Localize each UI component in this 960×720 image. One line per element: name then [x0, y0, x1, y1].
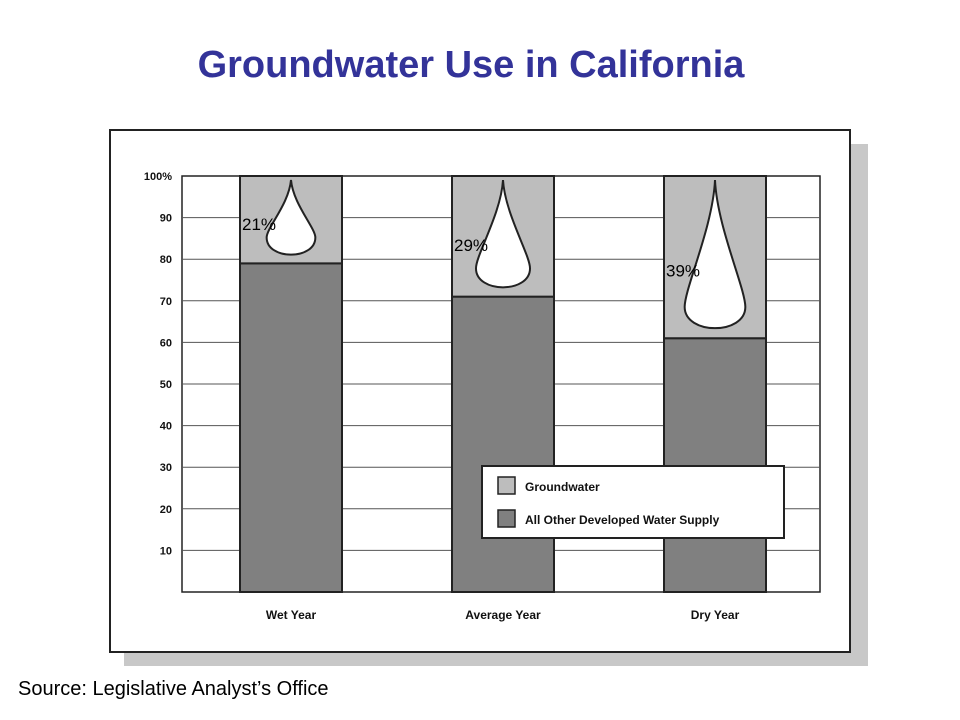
- y-tick-label: 100%: [144, 171, 172, 183]
- legend-label-groundwater: Groundwater: [525, 480, 600, 494]
- data-label: 29%: [454, 236, 488, 255]
- y-tick-label: 90: [160, 213, 172, 225]
- bar-other-supply: [239, 262, 343, 593]
- category-label: Average Year: [465, 608, 541, 622]
- y-tick-label: 10: [160, 545, 172, 557]
- legend: Groundwater All Other Developed Water Su…: [481, 465, 785, 539]
- y-tick-label: 40: [160, 421, 172, 433]
- water-drop-icon: [474, 179, 532, 289]
- legend-box: [481, 465, 785, 539]
- y-tick-label: 70: [160, 296, 172, 308]
- data-label: 39%: [666, 262, 700, 281]
- y-tick-label: 60: [160, 337, 172, 349]
- category-label: Dry Year: [691, 608, 740, 622]
- legend-swatch-other-supply: [497, 509, 516, 528]
- water-drop-icon: [265, 179, 317, 256]
- legend-label-other-supply: All Other Developed Water Supply: [525, 513, 720, 527]
- data-label: 21%: [242, 215, 276, 234]
- water-drop-icon: [683, 179, 747, 329]
- source-note: Source: Legislative Analyst’s Office: [18, 678, 329, 700]
- y-tick-label: 50: [160, 379, 172, 391]
- y-tick-label: 80: [160, 254, 172, 266]
- data-label-layer: 21% 29% 39%: [242, 215, 700, 280]
- page-title: Groundwater Use in California: [197, 44, 745, 86]
- y-tick-label: 30: [160, 462, 172, 474]
- category-label: Wet Year: [266, 608, 317, 622]
- y-tick-labels: 10 20 30 40 50 60 70 80 90 100%: [144, 171, 172, 557]
- legend-swatch-groundwater: [497, 476, 516, 495]
- category-labels: Wet Year Average Year Dry Year: [266, 608, 740, 622]
- y-tick-label: 20: [160, 504, 172, 516]
- bar-other-supply: [451, 295, 555, 593]
